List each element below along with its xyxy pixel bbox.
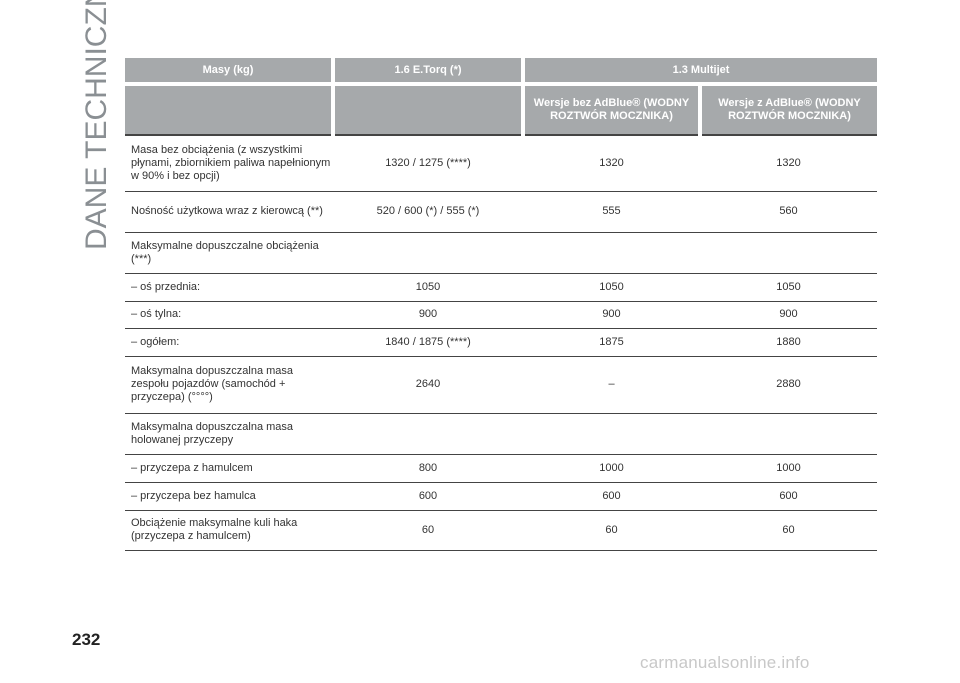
page-number: 232 (72, 630, 101, 649)
table-row: – przyczepa z hamulcem 800 1000 1000 (125, 454, 877, 483)
cell-value: 1050 (700, 273, 877, 302)
row-label: – oś tylna: (125, 301, 333, 329)
table-row: Masa bez obciążenia (z wszystkimi płynam… (125, 135, 877, 192)
cell-value: 60 (523, 510, 700, 551)
table-row: – oś tylna: 900 900 900 (125, 301, 877, 329)
table-row: – oś przednia: 1050 1050 1050 (125, 273, 877, 302)
table-row: Maksymalna dopuszczalna masa zespołu poj… (125, 356, 877, 414)
cell-value: 555 (523, 191, 700, 233)
cell-value: 560 (700, 191, 877, 233)
header-empty-1 (125, 84, 333, 136)
row-label: Masa bez obciążenia (z wszystkimi płynam… (125, 135, 333, 192)
cell-value: 1000 (700, 454, 877, 483)
cell-value: 60 (333, 510, 523, 551)
cell-value (333, 232, 523, 274)
table-row: Obciążenie maksymalne kuli haka (przycze… (125, 510, 877, 551)
row-label: Maksymalna dopuszczalna masa zespołu poj… (125, 356, 333, 414)
cell-value: 1000 (523, 454, 700, 483)
cell-value: 520 / 600 (*) / 555 (*) (333, 191, 523, 233)
section-title: DANE TECHNICZNE (80, 0, 113, 250)
cell-value: 1875 (523, 328, 700, 357)
row-label: Maksymalne dopuszczalne obciążenia (***) (125, 232, 333, 274)
table-row: – ogółem: 1840 / 1875 (****) 1875 1880 (125, 328, 877, 357)
cell-value: 1880 (700, 328, 877, 357)
cell-value (333, 413, 523, 455)
weights-table: Masy (kg) 1.6 E.Torq (*) 1.3 Multijet We… (125, 58, 877, 551)
cell-value: 60 (700, 510, 877, 551)
table-row: Maksymalne dopuszczalne obciążenia (***) (125, 232, 877, 274)
table-row: Maksymalna dopuszczalna masa holowanej p… (125, 413, 877, 455)
row-label: – przyczepa z hamulcem (125, 454, 333, 483)
cell-value: 900 (333, 301, 523, 329)
cell-value: 1050 (523, 273, 700, 302)
row-label: Obciążenie maksymalne kuli haka (przycze… (125, 510, 333, 551)
cell-value: 600 (333, 482, 523, 511)
header-empty-2 (331, 84, 523, 136)
cell-value: 900 (523, 301, 700, 329)
header-engine-2: 1.3 Multijet (521, 58, 877, 86)
header-sub-with-adblue: Wersje z AdBlue® (WODNY ROZTWÓR MOCZNIKA… (698, 84, 877, 136)
cell-value: 600 (523, 482, 700, 511)
row-label: Nośność użytkowa wraz z kierowcą (**) (125, 191, 333, 233)
cell-value (700, 232, 877, 274)
cell-value (523, 232, 700, 274)
cell-value: 2880 (700, 356, 877, 414)
cell-value: 1320 (523, 135, 700, 192)
header-row-2: Wersje bez AdBlue® (WODNY ROZTWÓR MOCZNI… (125, 84, 877, 136)
row-label: – oś przednia: (125, 273, 333, 302)
cell-value: 800 (333, 454, 523, 483)
row-label: – ogółem: (125, 328, 333, 357)
table-row: – przyczepa bez hamulca 600 600 600 (125, 482, 877, 511)
header-sub-without-adblue: Wersje bez AdBlue® (WODNY ROZTWÓR MOCZNI… (521, 84, 700, 136)
cell-value: 900 (700, 301, 877, 329)
header-row-1: Masy (kg) 1.6 E.Torq (*) 1.3 Multijet (125, 58, 877, 86)
cell-value: 2640 (333, 356, 523, 414)
watermark-text: carmanualsonline.info (640, 653, 810, 672)
row-label: Maksymalna dopuszczalna masa holowanej p… (125, 413, 333, 455)
header-masy: Masy (kg) (125, 58, 333, 86)
cell-value: 1050 (333, 273, 523, 302)
table-row: Nośność użytkowa wraz z kierowcą (**) 52… (125, 191, 877, 233)
row-label: – przyczepa bez hamulca (125, 482, 333, 511)
cell-value (523, 413, 700, 455)
cell-value: – (523, 356, 700, 414)
cell-value: 1840 / 1875 (****) (333, 328, 523, 357)
cell-value: 1320 / 1275 (****) (333, 135, 523, 192)
cell-value: 600 (700, 482, 877, 511)
header-engine-1: 1.6 E.Torq (*) (331, 58, 523, 86)
cell-value: 1320 (700, 135, 877, 192)
cell-value (700, 413, 877, 455)
